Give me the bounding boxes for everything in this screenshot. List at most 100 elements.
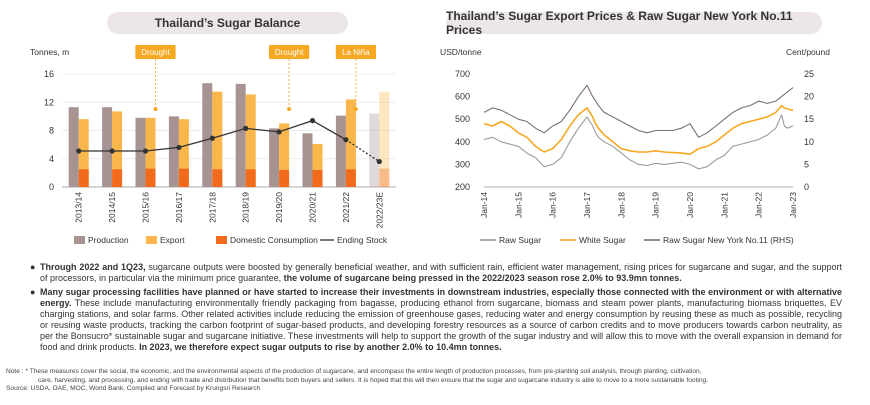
domestic-consumption-bar bbox=[279, 170, 290, 187]
x-tick-label: Jan-23 bbox=[788, 192, 798, 218]
x-tick-label: 2017/18 bbox=[207, 192, 217, 223]
production-bar bbox=[168, 116, 179, 187]
x-tick-label: 2014/15 bbox=[107, 192, 117, 223]
export-bar bbox=[245, 94, 256, 187]
y-tick-label: 8 bbox=[49, 126, 54, 136]
y-tick-label: 12 bbox=[44, 97, 54, 107]
ending-stock-point bbox=[176, 144, 182, 151]
x-tick-label: 2021/22 bbox=[341, 192, 351, 223]
ending-stock-point bbox=[276, 129, 282, 135]
production-bar bbox=[68, 107, 79, 187]
note-line-2: care, harvesting, and processing, and en… bbox=[38, 376, 709, 384]
right-chart-title: Thailand’s Sugar Export Prices & Raw Sug… bbox=[446, 9, 822, 37]
x-tick-label: 2022/23E bbox=[374, 192, 384, 229]
x-tick-label: Jan-19 bbox=[651, 192, 661, 218]
white-sugar-line bbox=[483, 104, 794, 155]
export-bar bbox=[379, 91, 390, 187]
y2-tick-label: 5 bbox=[804, 159, 809, 169]
x-tick-label: Jan-20 bbox=[685, 192, 695, 218]
bullet-dot: ● bbox=[30, 262, 36, 272]
ending-stock-point bbox=[109, 148, 115, 154]
y2-tick-label: 10 bbox=[804, 137, 814, 147]
export-bar bbox=[212, 91, 223, 187]
export-bar bbox=[145, 117, 156, 187]
legend-swatch bbox=[146, 236, 157, 244]
export-bar bbox=[112, 111, 123, 187]
legend-label: Ending Stock bbox=[337, 235, 388, 245]
y2-tick-label: 0 bbox=[804, 182, 809, 192]
x-tick-label: 2013/14 bbox=[74, 192, 84, 223]
x-tick-label: Jan-17 bbox=[582, 192, 592, 218]
callout-label: La Niña bbox=[342, 48, 370, 57]
y-tick-label: 400 bbox=[455, 137, 470, 147]
callout-box bbox=[269, 45, 310, 59]
bullet-2-lead: Many sugar processing facilities have pl… bbox=[40, 287, 842, 308]
legend-label: White Sugar bbox=[579, 235, 626, 245]
x-tick-label: Jan-18 bbox=[616, 192, 626, 218]
production-bar bbox=[369, 113, 380, 187]
export-bar bbox=[178, 119, 189, 187]
callout-box bbox=[335, 45, 376, 59]
callout-dot bbox=[353, 107, 358, 111]
callout-dot bbox=[153, 107, 158, 111]
export-bar bbox=[345, 99, 356, 187]
callout-dot bbox=[287, 107, 292, 111]
sugar-balance-chart: 0 4 8 12 16 2013/14 2014/15 2015/16 2016/17 2017/… bbox=[44, 45, 396, 245]
x-tick-label: Jan-21 bbox=[719, 192, 729, 218]
y-tick-label: 200 bbox=[455, 182, 470, 192]
x-tick-label: 2019/20 bbox=[274, 192, 284, 223]
bullet-2-text: These include manufacturing environmenta… bbox=[40, 298, 842, 352]
export-bar bbox=[312, 143, 323, 187]
y2-tick-label: 20 bbox=[804, 92, 814, 102]
domestic-consumption-bar bbox=[345, 169, 356, 187]
callout-box bbox=[135, 45, 176, 59]
sugar-price-chart: 200 300 400 500 600 700 0 5 10 15 20 25 Jan-14 Jan-15… bbox=[455, 69, 814, 245]
x-tick-label: Jan-22 bbox=[754, 192, 764, 218]
ending-stock-point bbox=[243, 125, 249, 131]
ending-stock-point bbox=[343, 137, 349, 143]
callout-label: Drought bbox=[141, 48, 170, 57]
ending-stock-point bbox=[376, 158, 382, 165]
y-tick-label: 600 bbox=[455, 92, 470, 102]
production-bar bbox=[335, 115, 346, 187]
domestic-consumption-bar bbox=[245, 169, 256, 187]
ending-stock-point bbox=[76, 148, 82, 154]
domestic-consumption-bar bbox=[112, 169, 123, 187]
y-tick-label: 300 bbox=[455, 159, 470, 169]
x-tick-label: 2015/16 bbox=[141, 192, 151, 223]
bullet-1-tail: the volume of sugarcane being pressed in… bbox=[283, 273, 682, 283]
legend-label: Raw Sugar New York No.11 (RHS) bbox=[663, 235, 794, 245]
production-bar bbox=[135, 117, 146, 187]
ending-stock-point bbox=[142, 148, 149, 154]
footnote: Note : * These measures cover the social… bbox=[6, 368, 846, 394]
legend-swatch bbox=[216, 236, 227, 244]
legend-swatch bbox=[74, 236, 85, 244]
production-bar bbox=[269, 128, 280, 187]
domestic-consumption-bar bbox=[145, 168, 156, 187]
y2-tick-label: 15 bbox=[804, 114, 814, 124]
raw-sugar-line bbox=[483, 114, 794, 170]
export-bar bbox=[78, 119, 89, 187]
y-tick-label: 700 bbox=[455, 69, 470, 79]
legend-label: Domestic Consumption bbox=[230, 235, 318, 245]
ending-stock-point bbox=[309, 118, 316, 124]
legend-label: Raw Sugar bbox=[499, 235, 541, 245]
charts-area: Tonnes, m USD/tonne Cent/pound 0 4 8 12 16 20… bbox=[30, 45, 830, 245]
y2-tick-label: 25 bbox=[804, 69, 814, 79]
y-tick-label: 0 bbox=[49, 182, 54, 192]
x-tick-label: 2020/21 bbox=[308, 192, 318, 223]
bullet-dot: ● bbox=[30, 287, 36, 297]
right-left-unit-label: USD/tonne bbox=[440, 47, 482, 57]
production-bar bbox=[235, 83, 246, 187]
ending-stock-point bbox=[209, 135, 215, 141]
domestic-consumption-bar bbox=[78, 169, 89, 187]
ending-stock-forecast-line bbox=[345, 139, 380, 163]
callout-label: Drought bbox=[275, 48, 304, 57]
domestic-consumption-bar bbox=[312, 170, 323, 187]
y-tick-label: 16 bbox=[44, 69, 54, 79]
production-bar bbox=[202, 83, 213, 187]
y-tick-label: 4 bbox=[49, 154, 54, 164]
left-unit-label: Tonnes, m bbox=[30, 47, 69, 57]
domestic-consumption-bar bbox=[379, 168, 390, 187]
legend-label: Export bbox=[160, 235, 185, 245]
